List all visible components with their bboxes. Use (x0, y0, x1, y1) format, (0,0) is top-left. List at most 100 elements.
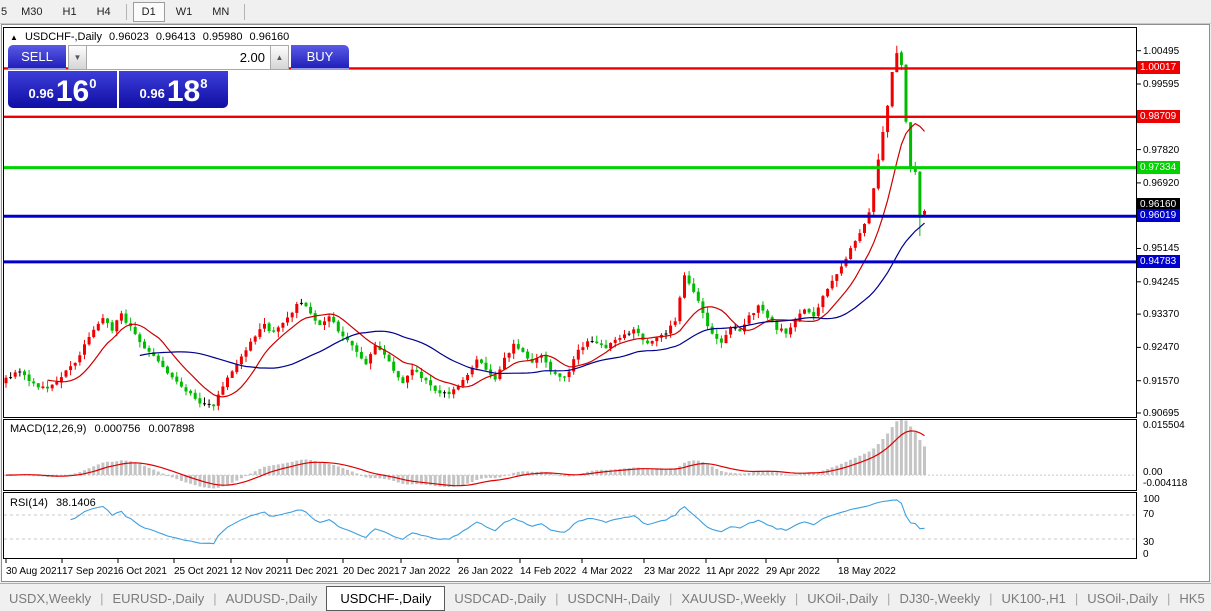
date-tick-label: 14 Feb 2022 (520, 566, 577, 577)
chart-tab-usdcnh-daily[interactable]: USDCNH-,Daily (567, 590, 660, 606)
price-tick-label: 0.91570 (1143, 376, 1180, 387)
chart-header: ▲ USDCHF-,Daily 0.96023 0.96413 0.95980 … (10, 31, 293, 43)
macd-scale-label: 0.00 (1143, 467, 1163, 478)
volume-input[interactable] (87, 45, 270, 70)
timeframe-button-m30[interactable]: M30 (21, 5, 43, 18)
toolbar-separator (244, 3, 246, 20)
tab-separator: | (989, 590, 993, 606)
date-tick-label: 1 Dec 2021 (287, 566, 339, 577)
rsi-value: 38.1406 (55, 497, 96, 509)
chart-tab-dj30-weekly[interactable]: DJ30-,Weekly (899, 590, 981, 606)
level-price-label: 0.98709 (1137, 110, 1181, 123)
rsi-scale-label: 0 (1143, 549, 1149, 560)
chart-tab-usdx-weekly[interactable]: USDX,Weekly (9, 590, 92, 606)
macd-scale-label: 0.015504 (1143, 420, 1185, 431)
level-price-label: 0.94783 (1137, 255, 1181, 268)
macd-signal-line (5, 430, 925, 487)
tab-separator: | (555, 590, 559, 606)
volume-decrease-button[interactable]: ▼ (68, 45, 87, 70)
candlestick-series[interactable] (4, 45, 927, 411)
date-tick-label: 18 May 2022 (838, 566, 896, 577)
tab-separator: | (794, 590, 799, 606)
current-price-label: 0.96160 (1137, 198, 1181, 211)
chart-tab-usdchf-daily[interactable]: USDCHF-,Daily (326, 585, 446, 611)
chart-tab-uk100-h1[interactable]: UK100-,H1 (1001, 590, 1066, 606)
rsi-line (70, 499, 925, 545)
buy-price-display[interactable]: 0.96 18 8 (119, 71, 228, 108)
tab-separator: | (668, 590, 673, 606)
ohlc-low: 0.95980 (202, 31, 243, 43)
timeframe-button-w1[interactable]: W1 (175, 5, 193, 18)
price-tick-label: 0.99595 (1143, 79, 1180, 90)
price-tick-label: 0.95145 (1143, 243, 1180, 254)
chart-tab-bar: USDX,Weekly | EURUSD-,Daily | AUDUSD-,Daily U… (0, 583, 1211, 611)
date-tick-label: 6 Oct 2021 (118, 566, 167, 577)
date-tick-label: 30 Aug 2021 (6, 566, 63, 577)
one-click-trading-panel: SELL ▼ ▲ BUY 0.96 16 0 0.96 18 8 (8, 45, 349, 108)
chart-tab-eurusd-daily[interactable]: EURUSD-,Daily (112, 590, 205, 606)
macd-value-main: 0.000756 (94, 423, 141, 435)
timeframe-button-d1[interactable]: D1 (132, 1, 165, 22)
level-price-label: 0.96019 (1137, 209, 1181, 222)
date-tick-label: 12 Nov 2021 (231, 566, 288, 577)
chart-tab-audusd-daily[interactable]: AUDUSD-,Daily (225, 590, 318, 606)
price-tick-label: 1.00495 (1143, 46, 1180, 57)
price-tick-label: 0.93370 (1143, 309, 1180, 320)
moving-average-line (139, 222, 925, 375)
timeframe-button-h4[interactable]: H4 (96, 5, 111, 18)
toolbar-separator (125, 3, 127, 20)
volume-stepper: ▼ ▲ (68, 45, 289, 70)
sell-price-display[interactable]: 0.96 16 0 (8, 71, 117, 108)
rsi-indicator (4, 499, 1136, 545)
sell-button[interactable]: SELL (8, 45, 66, 70)
rsi-scale-label: 30 (1143, 537, 1155, 548)
tab-separator: | (213, 590, 217, 606)
rsi-scale-label: 100 (1143, 494, 1160, 505)
date-tick-label: 23 Mar 2022 (644, 566, 701, 577)
rsi-readout: RSI(14) 38.1406 (10, 497, 101, 509)
chart-tab-ukoil-daily[interactable]: UKOil-,Daily (807, 590, 879, 606)
ohlc-open: 0.96023 (109, 31, 149, 43)
sell-price-prefix: 0.96 (28, 86, 54, 101)
tab-separator: | (887, 590, 891, 606)
date-tick-label: 25 Oct 2021 (174, 566, 229, 577)
ohlc-high: 0.96413 (155, 31, 196, 43)
rsi-scale-label: 70 (1143, 509, 1155, 520)
date-tick-label: 20 Dec 2021 (343, 566, 400, 577)
chart-tab-hk5[interactable]: HK5 (1179, 590, 1205, 606)
ohlc-close: 0.96160 (249, 31, 290, 43)
tab-separator: | (1074, 590, 1079, 606)
tab-separator: | (100, 590, 104, 606)
date-tick-label: 17 Sep 2021 (62, 566, 119, 577)
volume-increase-button[interactable]: ▲ (270, 45, 289, 70)
price-tick-label: 0.90695 (1143, 408, 1180, 419)
timeframe-button-5[interactable]: 5 (1, 5, 8, 18)
date-tick-label: 7 Jan 2022 (401, 566, 451, 577)
macd-value-signal: 0.007898 (148, 423, 195, 435)
macd-readout: MACD(12,26,9) 0.000756 0.007898 (10, 423, 199, 435)
chart-tab-usoil-daily[interactable]: USOil-,Daily (1087, 590, 1159, 606)
tab-separator: | (1167, 590, 1171, 606)
price-tick-label: 0.97820 (1143, 145, 1180, 156)
moving-average-line (47, 122, 925, 398)
macd-name: MACD(12,26,9) (10, 423, 87, 435)
timeframe-toolbar: 5 M30 H1 H4 D1 W1 MN (0, 0, 1211, 24)
level-price-label: 0.97334 (1137, 161, 1181, 174)
buy-price-digits: 18 (166, 75, 201, 108)
collapse-panel-icon[interactable]: ▲ (10, 33, 18, 42)
timeframe-button-h1[interactable]: H1 (62, 5, 77, 18)
date-tick-label: 29 Apr 2022 (766, 566, 820, 577)
chart-tab-xauusd-weekly[interactable]: XAUUSD-,Weekly (681, 590, 786, 606)
buy-button[interactable]: BUY (291, 45, 349, 70)
price-tick-label: 0.96920 (1143, 178, 1180, 189)
macd-indicator (4, 420, 1136, 489)
buy-price-pipette: 8 (200, 76, 208, 91)
price-tick-label: 0.92470 (1143, 342, 1180, 353)
chart-tab-usdcad-daily[interactable]: USDCAD-,Daily (454, 590, 547, 606)
date-tick-label: 26 Jan 2022 (458, 566, 514, 577)
timeframe-button-mn[interactable]: MN (212, 5, 230, 18)
date-tick-label: 4 Mar 2022 (582, 566, 633, 577)
chart-symbol-label: USDCHF-,Daily (24, 31, 102, 43)
sell-price-digits: 16 (55, 75, 90, 108)
